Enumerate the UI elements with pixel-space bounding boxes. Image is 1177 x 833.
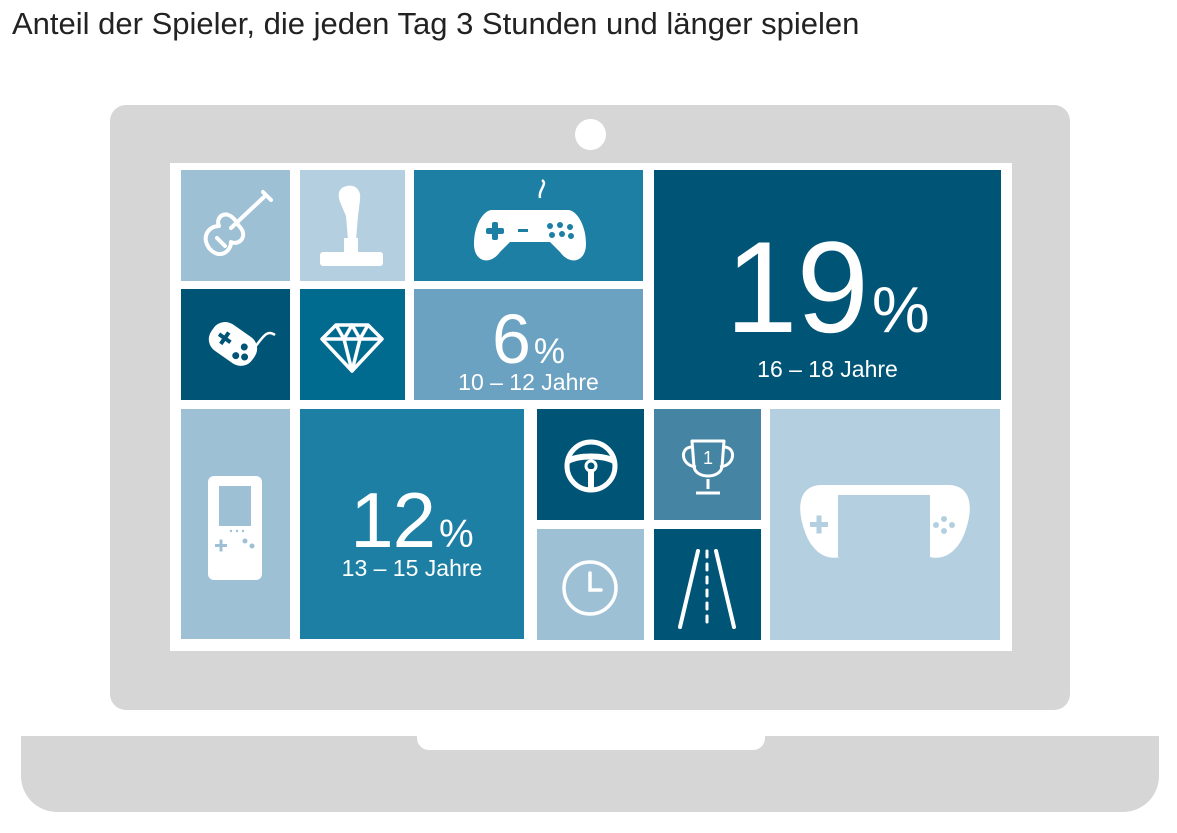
retro-controller-icon xyxy=(208,321,276,366)
diamond-icon xyxy=(320,323,384,373)
joystick-icon xyxy=(320,185,383,266)
tile-clock xyxy=(537,529,644,640)
value-16-18: 19% xyxy=(654,212,1001,362)
tile-trophy: 1 xyxy=(654,409,761,520)
label-16-18: 16 – 18 Jahre xyxy=(757,356,898,382)
gamepad-icon xyxy=(474,178,586,261)
guitar-icon xyxy=(203,190,273,256)
tile-13-15: 12% 13 – 15 Jahre xyxy=(300,409,524,639)
tile-joystick xyxy=(300,170,405,281)
trophy-icon: 1 xyxy=(682,439,734,495)
trophy-rank: 1 xyxy=(703,448,713,468)
webcam xyxy=(575,119,606,150)
value-number: 6 xyxy=(491,300,531,378)
label-13-15: 13 – 15 Jahre xyxy=(341,555,483,581)
value-number: 19 xyxy=(725,214,869,360)
tile-guitar xyxy=(181,170,290,281)
tile-road xyxy=(654,529,761,640)
tile-10-12: 6% 10 – 12 Jahre xyxy=(414,289,643,400)
tile-portable-console xyxy=(770,409,1000,640)
tile-diamond xyxy=(300,289,405,400)
handheld-console-icon xyxy=(208,476,262,580)
tile-gamepad xyxy=(414,170,643,281)
value-unit: % xyxy=(533,332,566,371)
page-title: Anteil der Spieler, die jeden Tag 3 Stun… xyxy=(12,6,860,41)
value-unit: % xyxy=(871,273,930,346)
laptop-base-notch xyxy=(417,736,765,750)
tile-retro-controller xyxy=(181,289,290,400)
value-number: 12 xyxy=(350,476,436,564)
value-unit: % xyxy=(439,513,474,556)
label-10-12: 10 – 12 Jahre xyxy=(458,369,599,395)
tile-steering-wheel xyxy=(537,409,644,520)
value-13-15: 12% xyxy=(300,475,524,566)
clock-icon xyxy=(562,560,618,616)
portable-console-icon xyxy=(800,485,970,558)
value-10-12: 6% xyxy=(414,299,643,379)
road-icon xyxy=(678,549,736,629)
tile-16-18: 19% 16 – 18 Jahre xyxy=(654,170,1001,400)
tile-handheld xyxy=(181,409,290,639)
steering-wheel-icon xyxy=(564,439,618,493)
